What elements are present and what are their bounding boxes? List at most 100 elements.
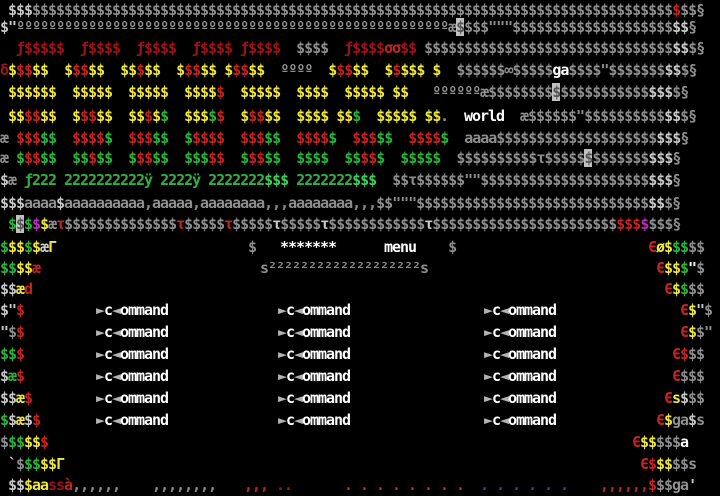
- ascii-run: $aa: [24, 476, 49, 494]
- ascii-run: $$$$$: [424, 39, 465, 57]
- ascii-run: $$: [664, 107, 681, 125]
- command-hotkey: c: [492, 389, 501, 407]
- ascii-run: $: [680, 389, 689, 407]
- ascii-run: $$: [32, 61, 65, 79]
- command-item-3-2[interactable]: ►c◄ommand: [278, 345, 351, 363]
- ascii-run: $: [88, 149, 97, 167]
- ascii-run: $$: [152, 149, 185, 167]
- command-item-4-2[interactable]: ►c◄ommand: [278, 368, 351, 384]
- ascii-run: $: [584, 149, 593, 167]
- ascii-run: $$: [688, 280, 705, 298]
- command-item-4-1[interactable]: ►c◄ommand: [96, 367, 169, 385]
- ascii-run: $§: [680, 61, 697, 79]
- command-label: ommand: [120, 345, 169, 363]
- ascii-run: ss: [48, 476, 65, 494]
- command-hotkey: c: [104, 345, 113, 363]
- ascii-run: æ: [480, 83, 489, 101]
- ascii-run: τ: [224, 215, 233, 233]
- ascii-run: $$$$: [296, 107, 337, 125]
- triangle-right-icon: ►: [484, 301, 493, 319]
- command-item-3-1[interactable]: ►c◄ommand: [96, 345, 169, 363]
- command-item-1-2[interactable]: ►c◄ommand: [278, 301, 351, 319]
- ascii-run: $: [152, 107, 161, 125]
- triangle-right-icon: ►: [484, 367, 493, 385]
- ascii-run: §: [688, 18, 697, 36]
- triangle-left-icon: ◄: [112, 345, 121, 363]
- ascii-run: $$$$$: [232, 215, 273, 233]
- ascii-run: $: [456, 18, 465, 36]
- ascii-run: $$: [248, 61, 281, 79]
- command-hotkey: c: [286, 411, 295, 429]
- ascii-run: $$: [0, 389, 17, 407]
- ascii-run: ,,,: [244, 476, 269, 494]
- ascii-run: δ: [0, 61, 9, 79]
- ascii-run: Є: [672, 345, 681, 363]
- ascii-run: $$: [664, 259, 681, 277]
- ascii-run: ø: [656, 238, 665, 256]
- command-hotkey: c: [104, 411, 113, 429]
- command-hotkey: c: [286, 345, 295, 363]
- ascii-run: $: [224, 61, 233, 79]
- triangle-right-icon: ►: [484, 389, 493, 407]
- triangle-right-icon: ►: [484, 323, 493, 341]
- command-item-3-3[interactable]: ►c◄ommand: [484, 345, 557, 363]
- triangle-right-icon: ►: [278, 301, 287, 319]
- triangle-left-icon: ◄: [112, 301, 121, 319]
- command-item-2-3[interactable]: ►c◄ommand: [484, 323, 557, 341]
- ascii-run: $$$: [8, 1, 33, 19]
- command-item-5-2[interactable]: ►c◄ommand: [278, 390, 351, 406]
- command-hotkey: c: [492, 301, 501, 319]
- ascii-run: $: [16, 301, 25, 319]
- ascii-run: . . . . . . . .: [344, 476, 465, 494]
- ascii-run: $: [24, 389, 33, 407]
- command-item-2-2[interactable]: ►c◄ommand: [278, 324, 351, 340]
- ascii-run: Є: [656, 259, 665, 277]
- ascii-run: $$$$: [296, 83, 345, 101]
- ascii-run: $$$: [648, 83, 673, 101]
- ascii-run: $$: [0, 259, 17, 277]
- command-item-2-1[interactable]: ►c◄ommand: [96, 324, 169, 340]
- ascii-run: Є: [656, 411, 665, 429]
- ascii-run: $$$$: [296, 39, 345, 57]
- ascii-run: $: [16, 323, 25, 341]
- ascii-run: $: [8, 411, 17, 429]
- ascii-run: $$: [688, 238, 705, 256]
- command-item-6-1[interactable]: ►c◄ommand: [96, 411, 169, 429]
- ascii-run: ²²²²²²²²²²²²²²²²²²²: [268, 259, 421, 277]
- ascii-run: æ: [0, 129, 17, 147]
- command-item-1-3[interactable]: ►c◄ommand: [484, 301, 557, 319]
- ascii-run: $$: [264, 129, 297, 147]
- command-item-1-1[interactable]: ►c◄ommand: [96, 301, 169, 319]
- ascii-run: $$$$$: [184, 215, 225, 233]
- ascii-run: Є: [664, 280, 673, 298]
- command-item-5-1[interactable]: ►c◄ommand: [96, 390, 169, 406]
- ascii-run: $$τ$: [376, 171, 425, 189]
- ascii-run: $: [104, 129, 129, 147]
- ascii-run: $$: [144, 61, 177, 79]
- ascii-run: $$: [232, 61, 249, 79]
- ascii-run: $$$$$: [344, 83, 393, 101]
- ascii-run: $$: [24, 433, 41, 451]
- command-item-6-3[interactable]: ►c◄ommand: [484, 412, 557, 428]
- ascii-run: $$$: [184, 107, 209, 125]
- command-hotkey: c: [104, 367, 113, 385]
- command-item-6-2[interactable]: ►c◄ommand: [278, 411, 351, 429]
- ascii-run: $: [208, 107, 217, 125]
- ascii-run: $: [176, 61, 185, 79]
- command-label: ommand: [508, 345, 557, 363]
- ascii-run: $$$$$$$: [592, 149, 649, 167]
- ascii-run: $: [688, 323, 697, 341]
- ascii-run: $$$$$$$$$$$$$$$$$$$$$$$$$$$$$$$$$$$$$$$$…: [32, 1, 673, 19]
- ascii-run: æ: [8, 367, 17, 385]
- ascii-run: $: [672, 280, 681, 298]
- ascii-run: $: [328, 129, 353, 147]
- ascii-run: [120, 476, 152, 494]
- command-label: ommand: [120, 411, 169, 429]
- ascii-run: $§: [672, 83, 689, 101]
- ascii-run: $$: [656, 455, 673, 473]
- ascii-run: $$: [96, 107, 129, 125]
- command-item-5-3[interactable]: ►c◄ommand: [484, 389, 557, 407]
- ascii-run: $$: [8, 107, 25, 125]
- command-item-4-3[interactable]: ►c◄ommand: [484, 367, 557, 385]
